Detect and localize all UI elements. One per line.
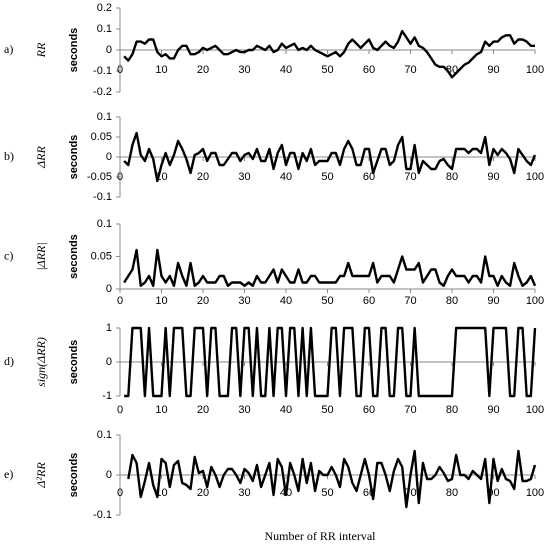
x-tick-label: 50 <box>321 64 333 76</box>
data-line <box>127 449 537 509</box>
y-tick-label: -1 <box>102 390 112 402</box>
y-tick-label: 1 <box>106 322 112 334</box>
y-axis-label: seconds <box>68 135 80 180</box>
panel-label: a) <box>4 42 13 56</box>
x-tick-label: 90 <box>487 64 499 76</box>
y-tick-label: -0.1 <box>93 65 112 77</box>
panel-label: b) <box>4 149 14 163</box>
x-tick-label: 20 <box>197 295 209 307</box>
y-tick-label: 0.1 <box>97 23 112 35</box>
x-tick-label: 50 <box>321 487 333 499</box>
y-tick-label: 0.1 <box>97 111 112 123</box>
x-tick-label: 0 <box>117 64 123 76</box>
data-line <box>124 326 537 398</box>
y-tick-label: -0.1 <box>93 191 112 203</box>
y-tick-label: 0 <box>106 44 112 56</box>
y-tick-label: -0.05 <box>87 171 112 183</box>
y-tick-label: 0 <box>106 356 112 368</box>
y-tick-label: 0.1 <box>97 218 112 230</box>
x-tick-label: 0 <box>117 171 123 183</box>
data-line <box>123 248 537 287</box>
x-tick-label: 60 <box>363 64 375 76</box>
x-tick-label: 10 <box>155 64 167 76</box>
x-tick-label: 80 <box>446 295 458 307</box>
x-tick-label: 0 <box>117 295 123 307</box>
panel-label: c) <box>4 248 13 262</box>
data-line <box>123 131 537 183</box>
x-tick-label: 50 <box>321 295 333 307</box>
y-axis-label: seconds <box>68 28 80 73</box>
x-tick-label: 90 <box>487 171 499 183</box>
panel-title: |ΔRR| <box>34 242 48 270</box>
x-tick-label: 70 <box>404 295 416 307</box>
y-tick-label: 0 <box>106 151 112 163</box>
x-tick-label: 70 <box>404 64 416 76</box>
panel-title: Δ²RR <box>34 462 48 489</box>
x-tick-label: 10 <box>155 404 167 416</box>
x-tick-label: 30 <box>238 64 250 76</box>
y-tick-label: 0.05 <box>91 131 112 143</box>
x-tick-label: 20 <box>197 487 209 499</box>
x-tick-label: 20 <box>197 171 209 183</box>
x-tick-label: 0 <box>117 404 123 416</box>
y-tick-label: 0.1 <box>97 429 112 441</box>
y-tick-label: -0.1 <box>93 509 112 521</box>
x-tick-label: 80 <box>446 487 458 499</box>
x-tick-label: 60 <box>363 171 375 183</box>
x-tick-label: 60 <box>363 295 375 307</box>
x-tick-label: 30 <box>238 487 250 499</box>
x-tick-label: 10 <box>155 295 167 307</box>
y-tick-label: 0 <box>106 283 112 295</box>
x-tick-label: 100 <box>526 295 544 307</box>
data-line <box>123 29 535 79</box>
x-tick-label: 20 <box>197 64 209 76</box>
x-tick-label: 80 <box>446 404 458 416</box>
y-tick-label: 0.05 <box>91 250 112 262</box>
y-axis-label: seconds <box>68 453 80 498</box>
x-tick-label: 50 <box>321 171 333 183</box>
x-tick-label: 30 <box>238 295 250 307</box>
y-axis-label: seconds <box>68 340 80 385</box>
panel-title: ΔRR <box>34 145 48 168</box>
panel-label: d) <box>4 354 14 368</box>
panel-title: sign(ΔRR) <box>34 337 48 387</box>
x-axis-label: Number of RR interval <box>265 529 377 543</box>
x-tick-label: 60 <box>363 404 375 416</box>
x-tick-label: 0 <box>117 487 123 499</box>
x-tick-label: 100 <box>526 404 544 416</box>
y-axis-label: seconds <box>68 234 80 279</box>
x-tick-label: 50 <box>321 404 333 416</box>
x-tick-label: 40 <box>280 64 292 76</box>
x-tick-label: 100 <box>526 171 544 183</box>
y-tick-label: 0.2 <box>97 2 112 14</box>
x-tick-label: 30 <box>238 404 250 416</box>
panel-label: e) <box>4 467 13 481</box>
x-tick-label: 90 <box>487 295 499 307</box>
x-tick-label: 40 <box>280 404 292 416</box>
x-tick-label: 70 <box>404 171 416 183</box>
x-tick-label: 100 <box>526 487 544 499</box>
x-tick-label: 20 <box>197 404 209 416</box>
x-tick-label: 40 <box>280 295 292 307</box>
x-tick-label: 30 <box>238 171 250 183</box>
x-tick-label: 80 <box>446 171 458 183</box>
y-tick-label: 0 <box>106 469 112 481</box>
x-tick-label: 90 <box>487 404 499 416</box>
x-tick-label: 40 <box>280 171 292 183</box>
x-tick-label: 70 <box>404 404 416 416</box>
y-tick-label: -0.2 <box>93 86 112 98</box>
panel-title: RR <box>34 42 48 58</box>
x-tick-label: 100 <box>526 64 544 76</box>
